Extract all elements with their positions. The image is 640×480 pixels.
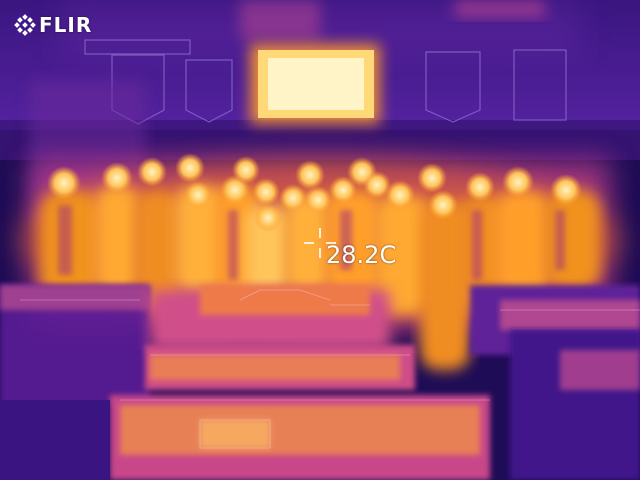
flir-snowflake-icon (14, 14, 36, 36)
spot-crosshair-icon (304, 228, 336, 258)
spot-temperature-readout: 28.2C (326, 241, 397, 269)
people-group (40, 185, 600, 370)
desks-group (0, 285, 640, 480)
flir-logo: FLIR (14, 14, 92, 36)
flir-brand-text: FLIR (39, 13, 93, 37)
heads-group (47, 153, 582, 232)
